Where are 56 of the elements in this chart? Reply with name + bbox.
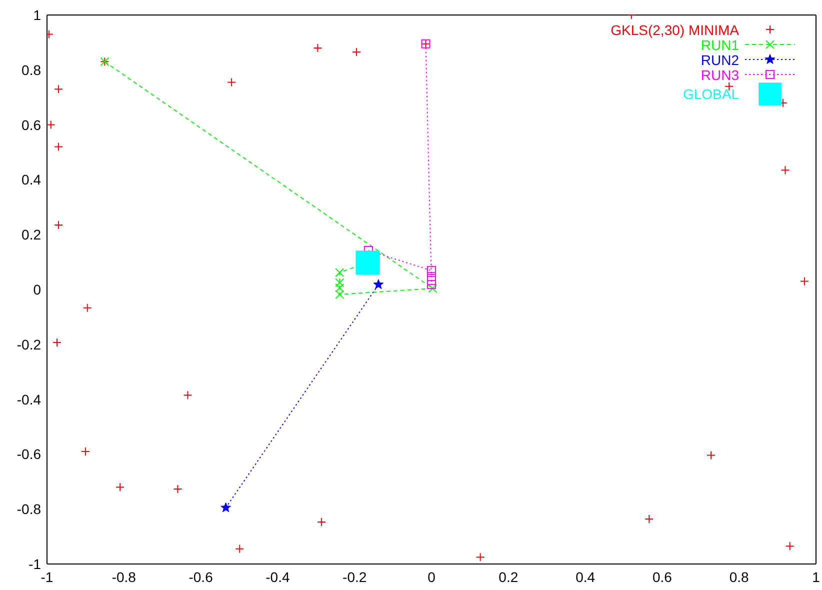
- x-tick-label: 0.2: [498, 568, 518, 585]
- x-tick-label: -0.8: [112, 568, 136, 585]
- point: [54, 220, 64, 230]
- point: [800, 276, 809, 286]
- point: [335, 278, 344, 288]
- point: [785, 542, 794, 551]
- point: [373, 279, 384, 290]
- point: [706, 450, 716, 460]
- y-tick-label: -0.4: [16, 391, 42, 408]
- x-tick-label: 0.4: [576, 568, 596, 585]
- y-tick-label: 0.2: [22, 226, 42, 243]
- point: [220, 502, 231, 512]
- y-tick-label: -1: [28, 556, 42, 572]
- x-tick-label: 0.6: [652, 568, 672, 585]
- y-tick-label: 0.6: [22, 116, 42, 133]
- x-tick-label: -0.2: [342, 568, 367, 585]
- point: [352, 48, 362, 57]
- y-tick-label: 0: [33, 281, 42, 298]
- point: [116, 482, 125, 492]
- point: [644, 514, 654, 524]
- legend-label: RUN1: [700, 36, 739, 52]
- y-tick-label: -0.2: [16, 336, 42, 352]
- legend-label: RUN2: [700, 52, 739, 68]
- legend-label: GKLS(2,30) MINIMA: [610, 22, 739, 38]
- y-tick-label: 0.8: [22, 62, 42, 78]
- x-tick-label: 0.8: [729, 568, 750, 585]
- point: [317, 518, 326, 526]
- point: [52, 338, 62, 347]
- point: [173, 484, 182, 494]
- y-tick-label: 1: [33, 6, 42, 23]
- point: [427, 266, 436, 276]
- legend-label: GLOBAL: [682, 86, 739, 102]
- x-tick-label: 0: [428, 568, 436, 585]
- point: [335, 268, 344, 277]
- point: [80, 446, 90, 456]
- point: [235, 544, 244, 554]
- point: [227, 78, 236, 87]
- point: [428, 284, 438, 293]
- point: [313, 43, 322, 52]
- point: [82, 303, 92, 312]
- point: [780, 166, 790, 175]
- y-tick-label: -0.8: [16, 501, 42, 518]
- x-tick-label: 1: [812, 568, 820, 585]
- point: [476, 552, 485, 562]
- y-tick-label: -0.6: [16, 446, 42, 462]
- point: [54, 142, 64, 152]
- point: [54, 84, 64, 94]
- x-tick-label: -0.4: [266, 568, 290, 585]
- legend-label: RUN3: [700, 66, 739, 82]
- point: [47, 120, 56, 130]
- point: [335, 283, 344, 292]
- point: [335, 290, 344, 299]
- y-tick-label: 0.4: [22, 172, 42, 188]
- x-tick-label: -0.6: [188, 568, 214, 585]
- point: [183, 390, 192, 400]
- point: [356, 250, 380, 275]
